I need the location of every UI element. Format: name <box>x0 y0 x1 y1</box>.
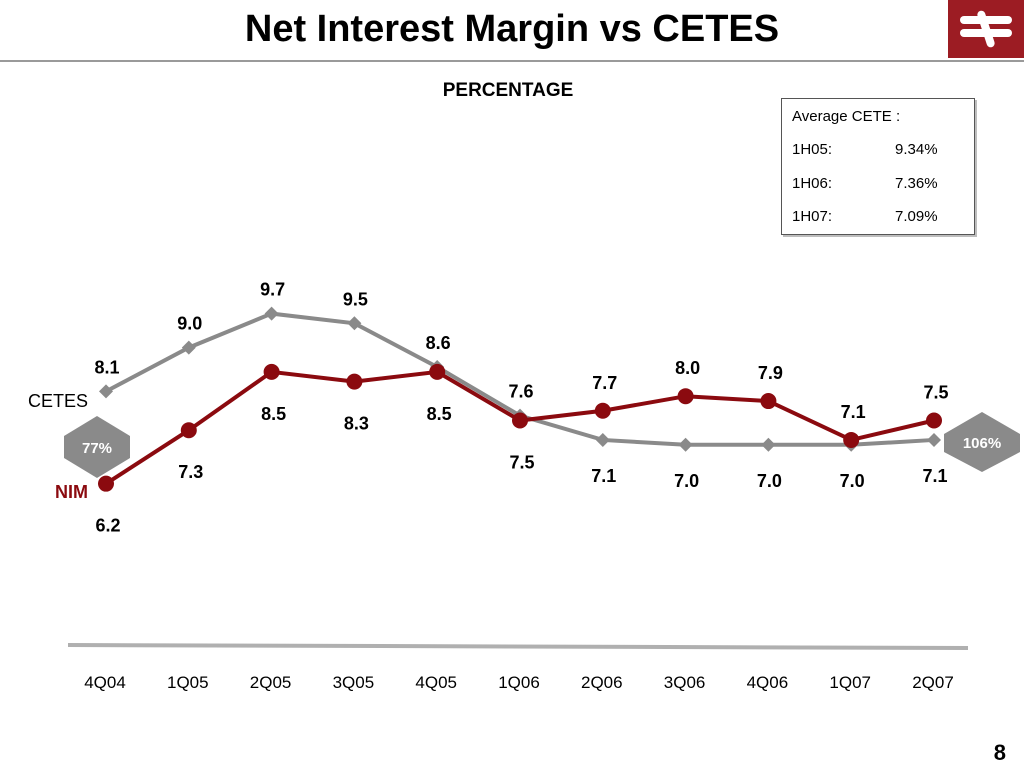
cete-row: 1H05: 9.34% <box>792 141 972 161</box>
nim-data-label: 6.2 <box>95 516 120 536</box>
cetes-point <box>678 437 693 452</box>
nim-point <box>429 363 446 380</box>
x-tick-label: 1Q07 <box>829 673 871 692</box>
nim-data-label: 7.1 <box>841 402 866 422</box>
nim-data-label: 7.9 <box>758 363 783 383</box>
nim-data-label: 7.3 <box>178 462 203 482</box>
x-tick-label: 3Q06 <box>664 673 706 692</box>
cetes-data-label: 9.5 <box>343 289 368 309</box>
cete-value: 7.36% <box>895 175 938 192</box>
nim-point <box>760 393 777 410</box>
x-tick-label: 2Q07 <box>912 673 954 692</box>
chart-subtitle: PERCENTAGE <box>442 80 574 101</box>
nim-point <box>263 363 280 380</box>
cetes-data-label: 7.0 <box>674 471 699 491</box>
nim-data-label: 7.5 <box>509 453 534 473</box>
nim-series-label: NIM <box>55 482 88 502</box>
cete-period: 1H05: <box>792 141 833 158</box>
cete-period: 1H06: <box>792 175 833 192</box>
cetes-point <box>264 306 279 321</box>
nim-data-label: 8.0 <box>675 358 700 378</box>
cete-row: 1H07: 7.09% <box>792 208 972 228</box>
nim-data-label: 7.5 <box>923 383 948 403</box>
cete-value: 9.34% <box>895 141 938 158</box>
left-ratio-badge-label: 77% <box>82 440 112 457</box>
cete-row: 1H06: 7.36% <box>792 175 972 195</box>
cetes-point <box>181 340 196 355</box>
cetes-point <box>347 316 362 331</box>
cetes-data-label: 7.0 <box>840 471 865 491</box>
cetes-point <box>595 432 610 447</box>
left-ratio-badge: 77% <box>64 416 130 478</box>
right-ratio-badge: 106% <box>944 412 1020 472</box>
right-ratio-badge-label: 106% <box>963 435 1001 452</box>
x-tick-label: 3Q05 <box>333 673 375 692</box>
x-tick-label: 1Q06 <box>498 673 540 692</box>
nim-data-label: 8.5 <box>427 404 452 424</box>
cetes-data-label: 7.0 <box>757 471 782 491</box>
cetes-data-label: 8.1 <box>94 357 119 377</box>
cetes-data-label: 8.6 <box>426 333 451 353</box>
x-axis-line <box>67 643 969 650</box>
nim-point <box>594 402 611 419</box>
x-tick-label: 1Q05 <box>167 673 209 692</box>
page-number: 8 <box>993 740 1006 765</box>
cetes-point <box>761 437 776 452</box>
cetes-point <box>927 432 941 447</box>
page-title: Net Interest Margin vs CETES <box>244 8 780 50</box>
nim-point <box>346 373 363 390</box>
x-tick-label: 2Q06 <box>581 673 623 692</box>
x-tick-label: 2Q05 <box>250 673 292 692</box>
cetes-point <box>99 384 113 399</box>
nim-point <box>512 412 528 429</box>
nim-data-label: 7.7 <box>592 373 617 393</box>
cetes-data-label: 9.7 <box>260 280 285 300</box>
nim-data-label: 8.3 <box>344 414 369 434</box>
nim-point <box>926 412 942 429</box>
cetes-series-label: CETES <box>28 391 88 411</box>
cetes-data-label: 7.1 <box>591 466 616 486</box>
average-cete-box: Average CETE : 1H05: 9.34% 1H06: 7.36% 1… <box>781 98 975 235</box>
x-tick-label: 4Q04 <box>84 673 126 692</box>
cetes-data-label: 7.6 <box>508 382 533 402</box>
logo-mark-icon <box>960 10 1012 48</box>
x-tick-label: 4Q05 <box>415 673 457 692</box>
nim-point <box>180 422 197 439</box>
cete-value: 7.09% <box>895 208 938 225</box>
nim-point <box>98 475 114 492</box>
average-cete-heading: Average CETE : <box>792 108 901 125</box>
nim-point <box>843 431 860 448</box>
cetes-data-label: 7.1 <box>922 466 947 486</box>
bank-logo <box>948 0 1024 58</box>
title-divider <box>0 60 1024 62</box>
x-tick-label: 4Q06 <box>747 673 789 692</box>
cetes-data-label: 9.0 <box>177 314 202 334</box>
cete-period: 1H07: <box>792 208 833 225</box>
nim-data-label: 8.5 <box>261 404 286 424</box>
nim-point <box>677 388 694 405</box>
